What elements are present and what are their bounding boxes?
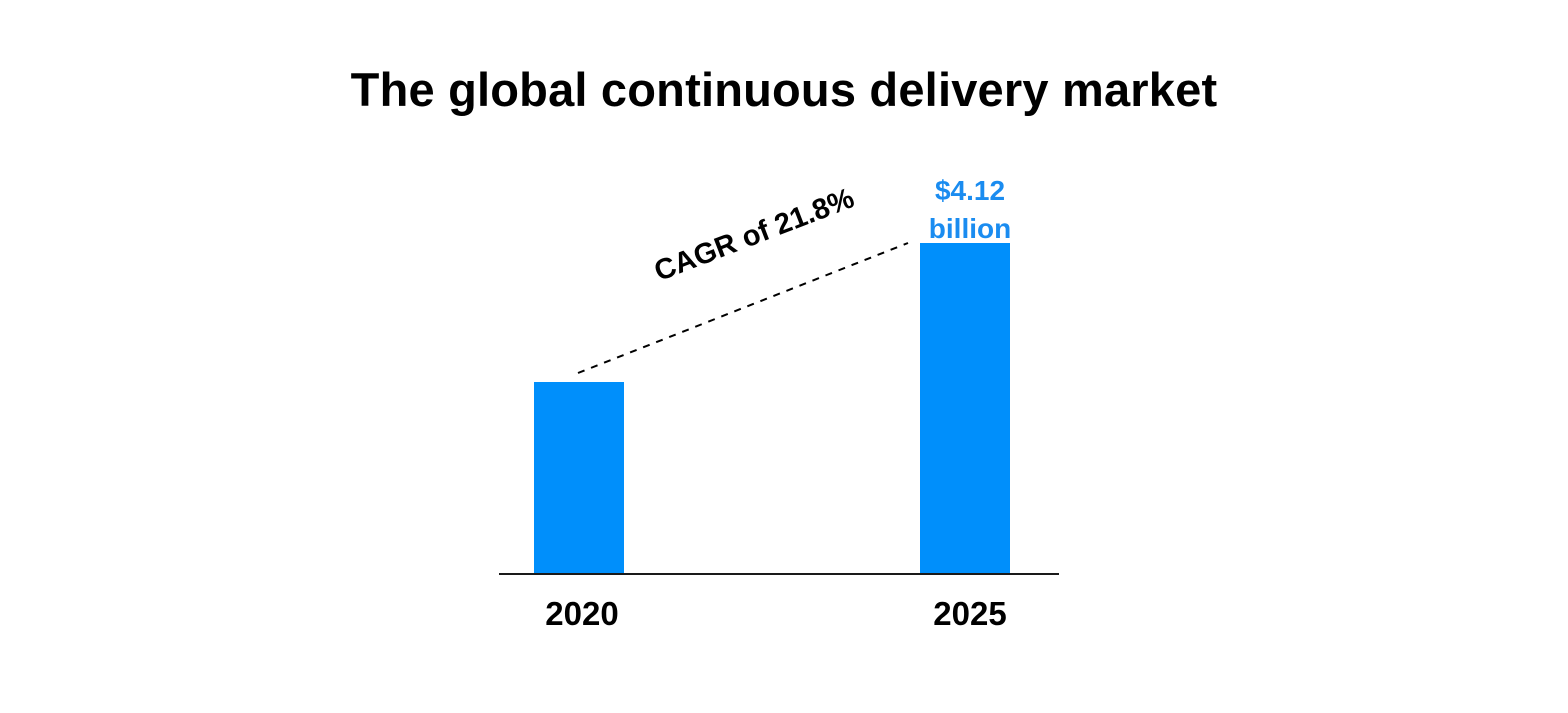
x-axis-line [499, 573, 1059, 575]
x-tick-2020: 2020 [545, 595, 619, 632]
chart-title: The global continuous delivery market [350, 63, 1218, 116]
value-label-amount: $4.12 [934, 175, 1006, 206]
bar-2025-value-label: $4.12 billion [905, 172, 1035, 248]
bar-2020 [534, 382, 624, 574]
value-label-unit: billion [928, 213, 1012, 244]
bar-2025 [920, 243, 1010, 574]
x-tick-2025: 2025 [933, 595, 1007, 632]
